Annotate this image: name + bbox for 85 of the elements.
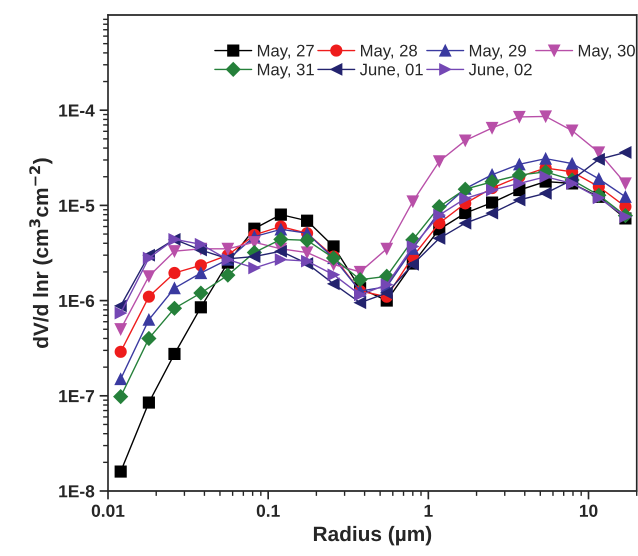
point (301, 246, 314, 259)
y-tick-label: 1E-8 (59, 485, 94, 498)
point (168, 348, 181, 360)
y-tick-label: 1E-5 (59, 200, 94, 212)
point (433, 155, 446, 168)
legend-label: May, 29 (470, 44, 526, 60)
point (113, 389, 128, 404)
y-tick-label: 1E-4 (59, 104, 95, 116)
point (540, 152, 552, 165)
point (540, 170, 552, 183)
point (459, 192, 472, 205)
y-axis-title: dV/d lnr (cm$^{3}$cm$^{−2}$) (29, 158, 52, 348)
point (301, 255, 314, 268)
point (142, 396, 155, 409)
point (273, 232, 288, 247)
point (352, 272, 368, 288)
point (406, 195, 419, 208)
point (459, 217, 472, 230)
point (141, 331, 156, 346)
point (484, 174, 500, 190)
point (194, 266, 207, 280)
point (566, 124, 578, 137)
point (433, 209, 446, 222)
point (486, 196, 498, 209)
point (354, 296, 366, 309)
x-tick-label: 0.1 (256, 504, 280, 517)
legend-label: May, 28 (361, 44, 417, 60)
legend-label: May, 30 (578, 44, 635, 60)
point (513, 177, 526, 190)
point (168, 266, 181, 280)
point (540, 187, 552, 200)
x-axis-title: Radius (µm) (314, 526, 432, 546)
point (193, 286, 208, 300)
point (114, 323, 127, 336)
point (222, 242, 234, 255)
x-tick-label: 0.01 (92, 504, 124, 517)
point (194, 301, 207, 314)
point (168, 245, 181, 258)
point (540, 110, 552, 123)
point (274, 208, 287, 221)
point (301, 214, 314, 227)
point (486, 122, 498, 134)
point (486, 207, 498, 220)
point (459, 134, 472, 147)
point (354, 288, 366, 301)
y-tick-label: 1E-6 (59, 294, 94, 308)
point (432, 199, 447, 214)
point (114, 372, 127, 386)
point (619, 190, 632, 203)
point (114, 306, 127, 320)
point (592, 153, 605, 166)
point (619, 177, 632, 190)
point (512, 168, 527, 183)
legend-label: May, 27 (258, 44, 314, 60)
point (142, 270, 155, 282)
point (300, 232, 314, 248)
x-tick-label: 10 (580, 504, 598, 517)
x-tick-label: 1 (424, 504, 433, 517)
y-tick-label: 1E-7 (59, 390, 94, 402)
point (194, 238, 207, 250)
point (433, 232, 446, 244)
legend-label: June, 02 (468, 64, 532, 78)
point (592, 172, 605, 185)
point (114, 465, 127, 478)
point (248, 262, 260, 274)
legend-label: June, 01 (360, 64, 423, 78)
point (619, 146, 632, 159)
point (327, 268, 340, 281)
point (327, 278, 340, 290)
point (274, 245, 287, 258)
point (274, 253, 287, 266)
point (167, 300, 182, 316)
point (380, 286, 393, 300)
point (513, 158, 526, 170)
point (513, 194, 526, 206)
point (566, 158, 578, 170)
point (114, 346, 127, 358)
legend-label: May, 31 (258, 64, 314, 79)
point (142, 314, 155, 326)
point (168, 282, 181, 294)
point (220, 268, 236, 283)
point (513, 110, 526, 123)
point (142, 290, 155, 303)
point (380, 242, 393, 255)
point (142, 252, 155, 264)
